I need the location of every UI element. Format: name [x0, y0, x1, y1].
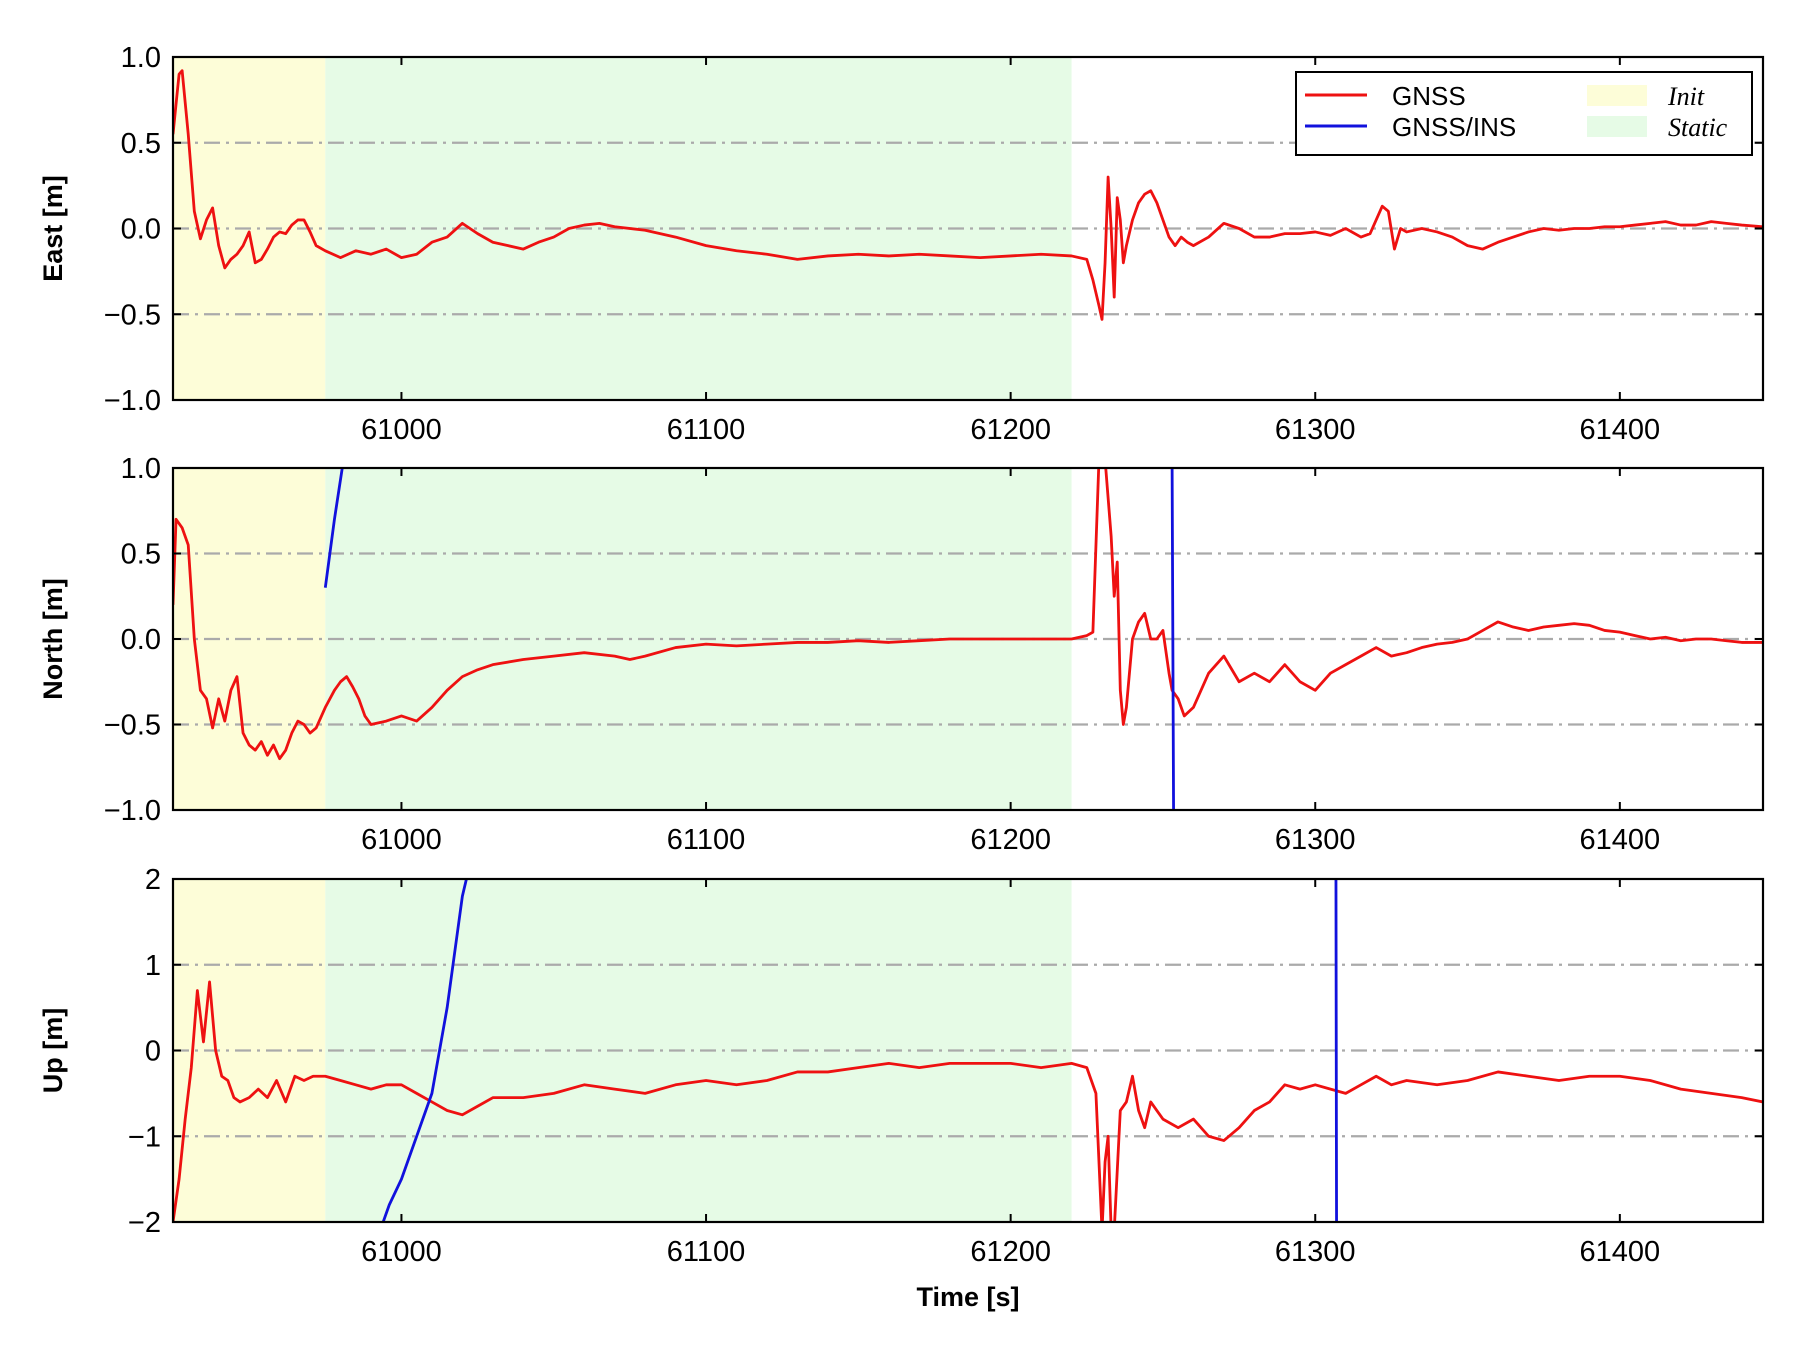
y-tick-label: 0.0	[121, 214, 161, 246]
x-tick-label: 61300	[1275, 1236, 1356, 1268]
x-tick-label: 61100	[667, 1236, 746, 1268]
legend-label: GNSS/INS	[1392, 112, 1516, 142]
series-line-gnss	[173, 69, 1763, 321]
series-group	[173, 468, 1763, 810]
y-axis-label: Up [m]	[38, 1008, 68, 1093]
y-tick-label: 2	[145, 864, 161, 896]
x-tick-label: 61000	[361, 824, 442, 856]
y-tick-label: −0.5	[104, 710, 161, 742]
series-line-gnss	[173, 468, 1763, 761]
panel-1: −1.0 −0.5 0.0 0.5 1.0 61000 61100 61200 61300 614…	[38, 42, 1765, 446]
y-tick-label: 1.0	[121, 42, 161, 74]
region-static	[325, 57, 1072, 400]
y-tick-label: −1.0	[104, 795, 161, 827]
y-tick-label: 0.0	[121, 624, 161, 656]
x-tick-label: 61400	[1580, 1236, 1661, 1268]
x-tick-label: 61000	[361, 1236, 442, 1268]
legend-swatch-static	[1587, 116, 1647, 137]
legend-label: Init	[1667, 82, 1705, 111]
y-tick-label: 0.5	[121, 128, 161, 160]
series-group	[173, 879, 1763, 1222]
series-line-gnss-ins	[323, 468, 1175, 810]
series-line-gnss-ins	[381, 879, 1338, 1222]
x-tick-label: 61000	[361, 414, 442, 446]
y-axis-label: East [m]	[38, 175, 68, 282]
y-tick-label: 1	[145, 950, 161, 982]
y-tick-label: −0.5	[104, 299, 161, 331]
x-tick-label: 61200	[970, 414, 1051, 446]
y-tick-label: 0	[145, 1036, 161, 1068]
series-line-gnss	[173, 980, 1763, 1222]
x-tick-label: 61300	[1275, 824, 1356, 856]
y-tick-label: −1	[128, 1121, 161, 1153]
y-axis-label: North [m]	[38, 578, 68, 699]
x-tick-label: 61100	[667, 414, 746, 446]
y-tick-label: −1.0	[104, 385, 161, 417]
y-tick-label: 1.0	[121, 453, 161, 485]
y-tick-label: 0.5	[121, 539, 161, 571]
legend-label: GNSS	[1392, 81, 1466, 111]
x-tick-label: 61200	[970, 1236, 1051, 1268]
x-axis-label: Time [s]	[916, 1282, 1019, 1312]
panel-3: −2 −1 0 1 2 61000 61100 61200 61300 61400 Up [m]	[38, 864, 1765, 1268]
x-tick-label: 61400	[1580, 824, 1661, 856]
region-static	[325, 879, 1072, 1222]
legend-box	[1295, 71, 1753, 156]
series-group	[173, 69, 1763, 321]
x-tick-label: 61200	[970, 824, 1051, 856]
legend-swatch-init	[1587, 85, 1647, 106]
panel-2: −1.0 −0.5 0.0 0.5 1.0 61000 61100 61200 61300 614…	[38, 453, 1765, 856]
x-tick-label: 61400	[1580, 414, 1661, 446]
legend-label: Static	[1668, 113, 1728, 142]
y-tick-label: −2	[128, 1207, 161, 1239]
x-tick-label: 61100	[667, 824, 746, 856]
x-tick-label: 61300	[1275, 414, 1356, 446]
